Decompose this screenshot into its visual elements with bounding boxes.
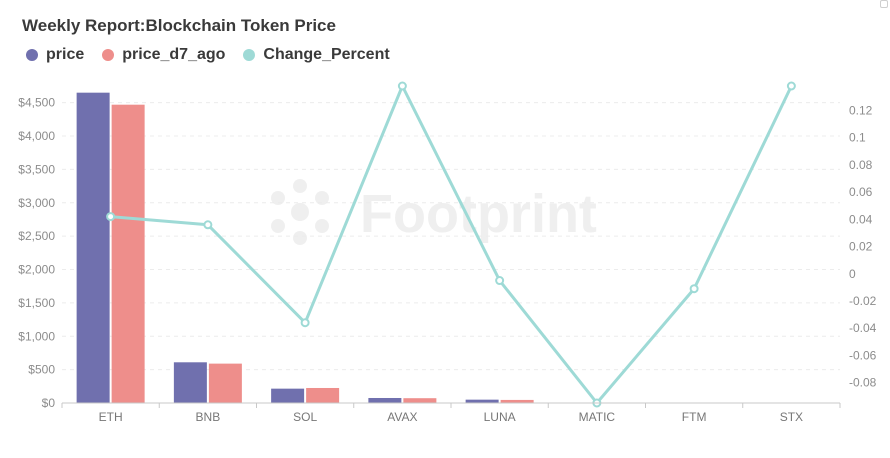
x-tick-label: BNB	[196, 410, 221, 424]
x-tick-label: LUNA	[484, 410, 516, 424]
y-right-tick-label: -0.08	[849, 376, 877, 390]
y-right-tick-label: 0.1	[849, 131, 866, 145]
change-percent-point[interactable]	[106, 212, 116, 222]
x-tick-label: MATIC	[579, 410, 616, 424]
bar-price[interactable]	[271, 388, 305, 403]
legend-item-price[interactable]: price	[26, 46, 84, 64]
y-left-tick-label: $0	[42, 396, 56, 410]
y-left-tick-label: $3,000	[18, 196, 55, 210]
legend-dot-price	[26, 49, 38, 61]
corner-control-icon[interactable]	[880, 0, 888, 8]
y-right-tick-label: 0.08	[849, 158, 873, 172]
bar-price-d7-ago[interactable]	[500, 399, 534, 403]
chart-legend: price price_d7_ago Change_Percent	[26, 46, 390, 64]
legend-item-change-percent[interactable]: Change_Percent	[243, 46, 390, 64]
y-left-tick-label: $1,000	[18, 329, 55, 343]
bar-price-d7-ago[interactable]	[403, 398, 437, 403]
y-left-tick-label: $500	[28, 363, 55, 377]
y-right-tick-label: 0.06	[849, 185, 873, 199]
y-left-tick-label: $3,500	[18, 162, 55, 176]
watermark-text: Footprint	[360, 184, 597, 244]
change-percent-line	[110, 84, 793, 405]
bar-price-d7-ago[interactable]	[208, 363, 242, 403]
bar-price[interactable]	[368, 397, 402, 403]
x-tick-label: SOL	[293, 410, 317, 424]
legend-item-price-d7-ago[interactable]: price_d7_ago	[102, 46, 225, 64]
y-left-tick-label: $4,000	[18, 129, 55, 143]
footprint-logo-icon	[271, 179, 329, 245]
x-tick-label: STX	[780, 410, 803, 424]
x-tick-label: ETH	[99, 410, 123, 424]
change-percent-point[interactable]	[203, 220, 213, 230]
bar-price[interactable]	[173, 362, 207, 403]
y-right-tick-label: -0.06	[849, 348, 877, 362]
bar-price-d7-ago[interactable]	[306, 387, 340, 403]
change-percent-point[interactable]	[786, 81, 796, 91]
y-left-tick-label: $4,500	[18, 96, 55, 110]
change-percent-point[interactable]	[300, 318, 310, 328]
chart-title: Weekly Report:Blockchain Token Price	[22, 16, 336, 35]
y-left-tick-label: $2,500	[18, 229, 55, 243]
change-percent-point[interactable]	[689, 284, 699, 294]
y-right-tick-label: 0	[849, 267, 856, 281]
y-left-tick-label: $1,500	[18, 296, 55, 310]
legend-label-price: price	[46, 46, 85, 63]
y-right-tick-label: -0.04	[849, 321, 877, 335]
bar-price[interactable]	[465, 399, 499, 403]
legend-dot-change-percent	[243, 49, 256, 61]
bar-price-d7-ago[interactable]	[111, 104, 145, 404]
change-percent-point[interactable]	[397, 81, 407, 91]
y-right-tick-label: 0.02	[849, 240, 873, 254]
legend-label-price-d7-ago: price_d7_ago	[122, 46, 226, 63]
y-right-tick-label: 0.12	[849, 103, 873, 117]
x-tick-label: FTM	[682, 410, 707, 424]
y-right-tick-label: -0.02	[849, 294, 877, 308]
legend-dot-price-d7-ago	[102, 49, 115, 61]
legend-label-change-percent: Change_Percent	[263, 46, 390, 63]
y-right-tick-label: 0.04	[849, 212, 873, 226]
y-left-tick-label: $2,000	[18, 263, 55, 277]
bar-price[interactable]	[76, 92, 110, 404]
change-percent-point[interactable]	[495, 276, 505, 286]
watermark: Footprint	[271, 179, 597, 245]
x-tick-label: AVAX	[387, 410, 417, 424]
